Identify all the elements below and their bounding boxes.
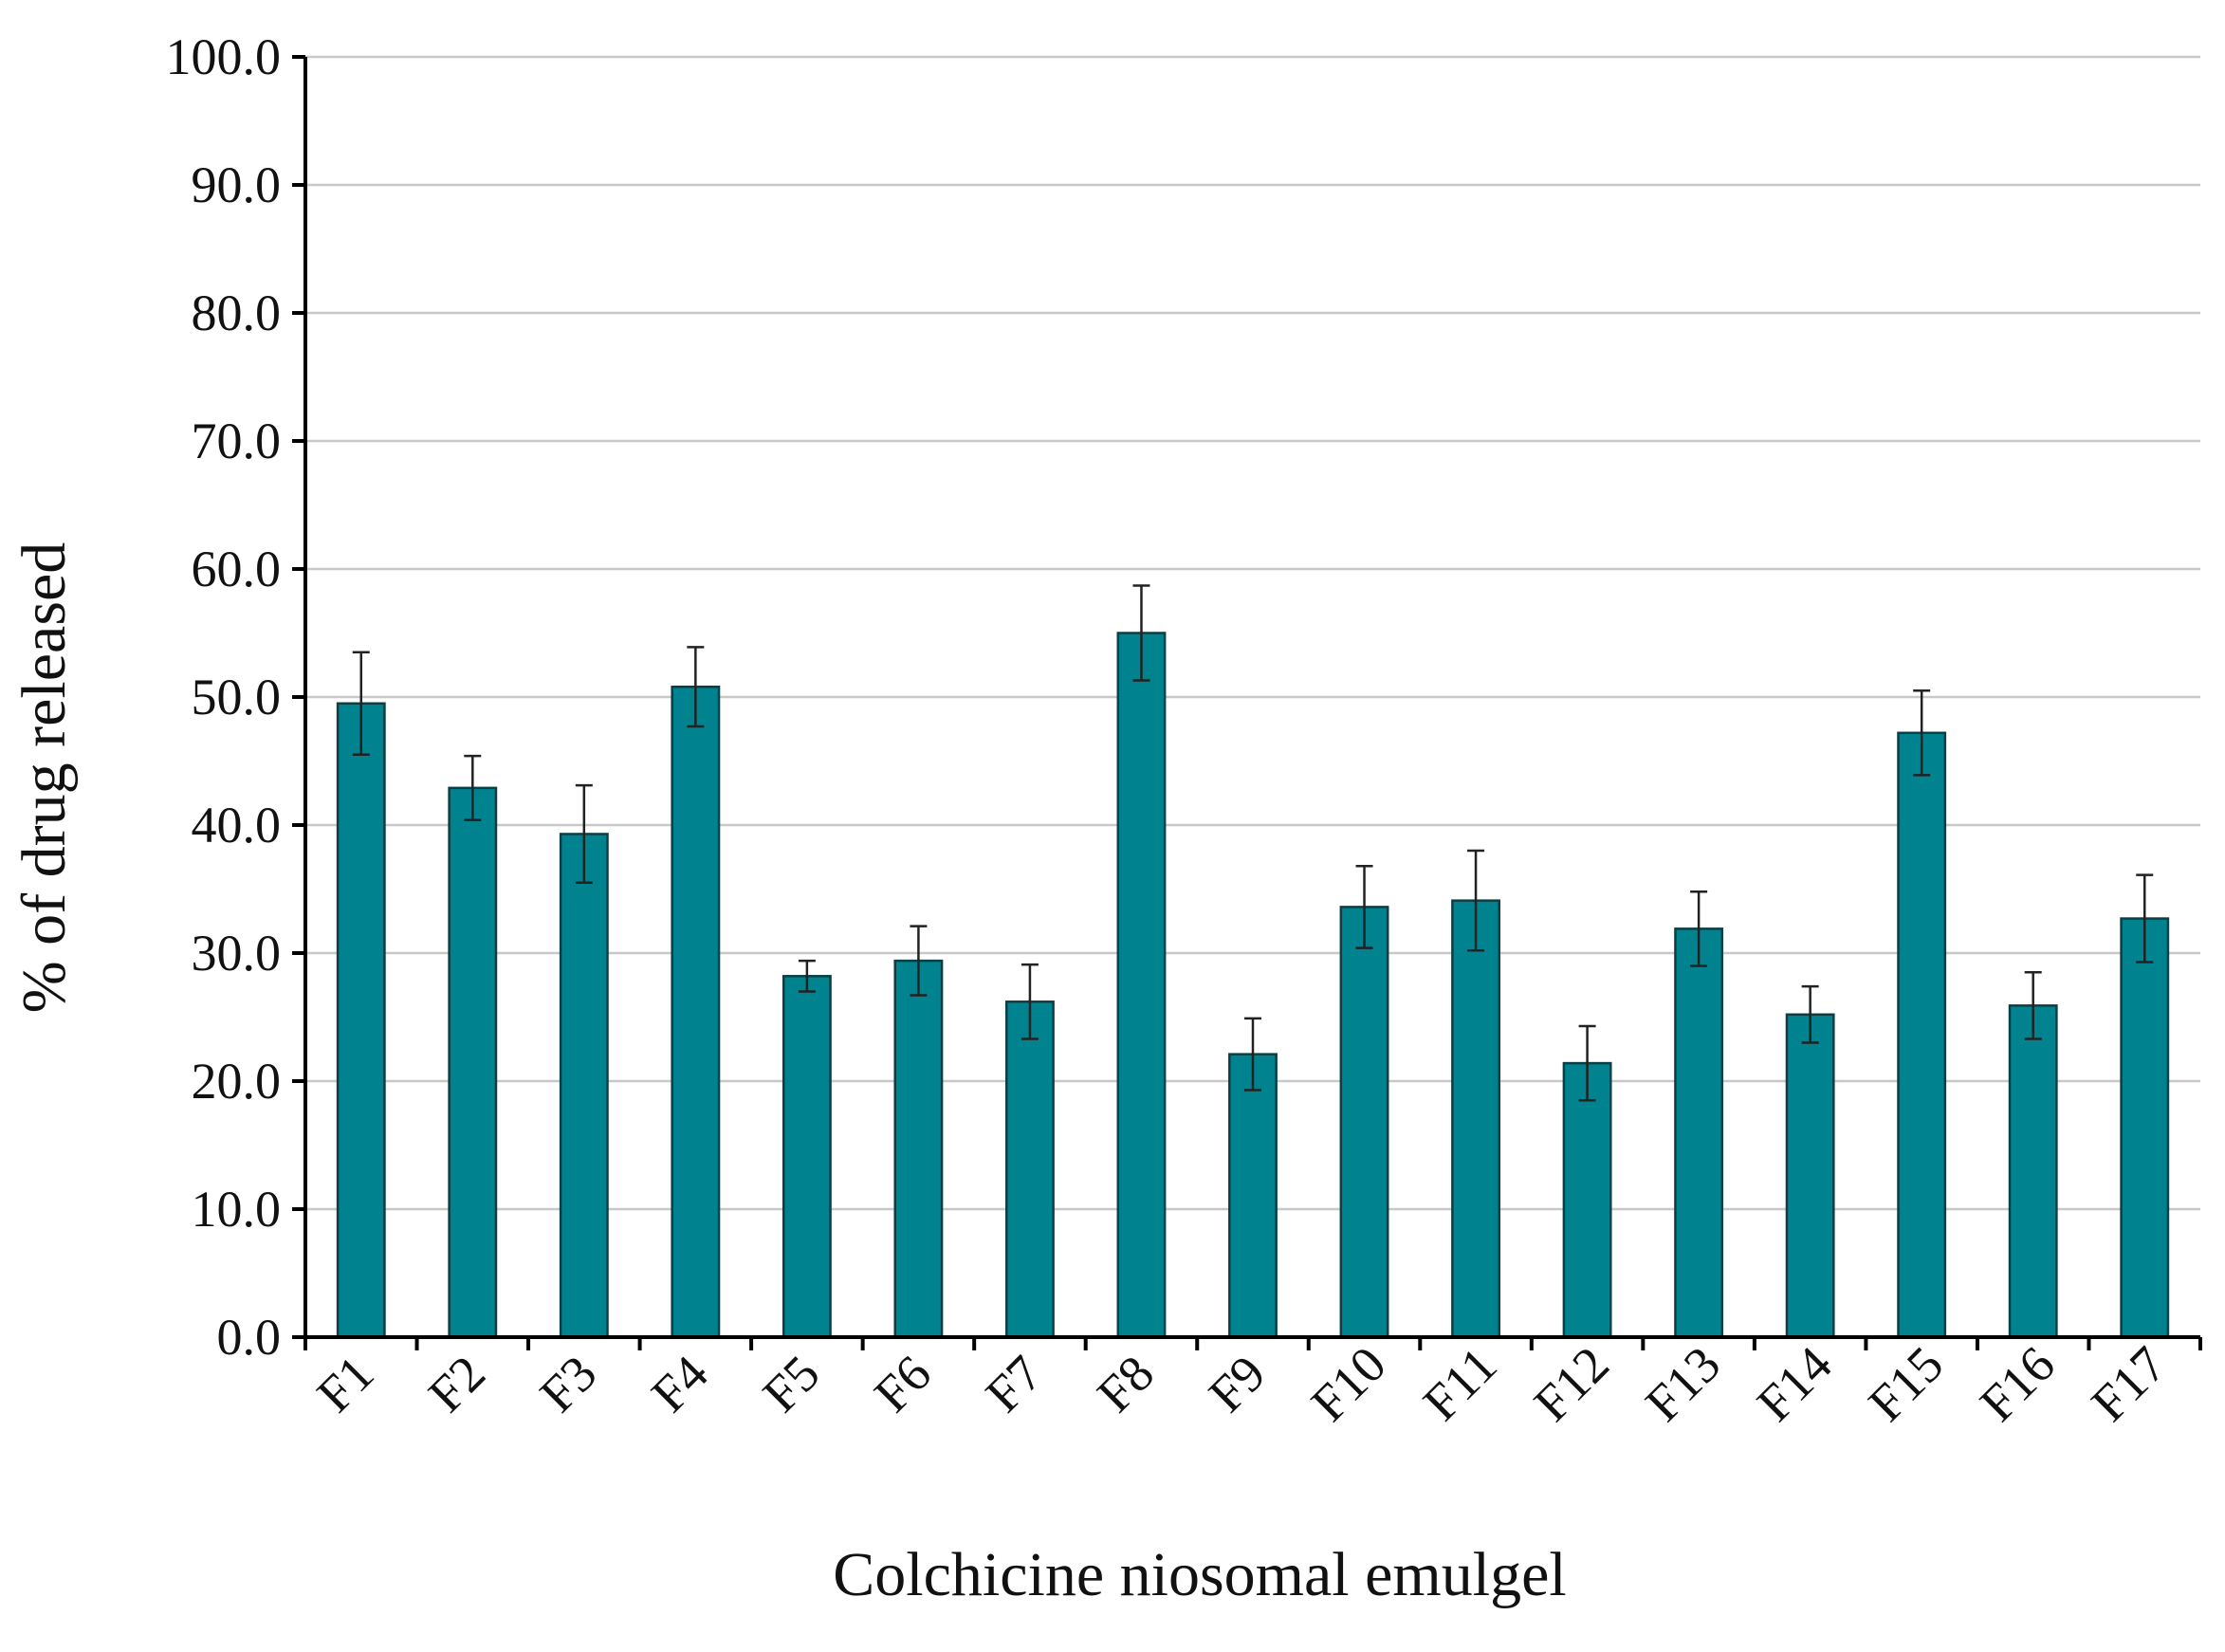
- bar-F5: [782, 975, 832, 1339]
- x-tick-label: F8: [1086, 1345, 1165, 1423]
- x-tick-label: F16: [1969, 1335, 2066, 1432]
- bar-F17: [2120, 917, 2170, 1339]
- x-tick-label: F9: [1198, 1345, 1277, 1423]
- y-tick-label: 0.0: [217, 1309, 282, 1366]
- x-tick-label: F10: [1300, 1335, 1397, 1432]
- bar-F15: [1897, 731, 1947, 1339]
- bar-F11: [1451, 899, 1500, 1339]
- error-bars: [352, 584, 2154, 1102]
- x-tick-label: F2: [417, 1345, 496, 1423]
- axes: [292, 55, 2202, 1350]
- y-tick-label: 30.0: [192, 925, 282, 982]
- bars: [336, 632, 2170, 1339]
- y-tick-labels: 0.0 10.0 20.0 30.0 40.0 50.0 60.0 70.0 80.0 90.0 1…: [166, 28, 282, 1366]
- bar-F2: [448, 786, 498, 1339]
- bar-F4: [671, 685, 721, 1339]
- y-axis-title: % of drug released: [9, 542, 79, 1014]
- x-tick-label: F12: [1523, 1335, 1620, 1432]
- x-tick-label: F11: [1412, 1336, 1507, 1431]
- bar-F10: [1339, 906, 1389, 1339]
- bar-F1: [336, 702, 386, 1339]
- y-tick-label: 70.0: [192, 413, 282, 469]
- x-tick-label: F17: [2081, 1335, 2178, 1432]
- y-tick-label: 10.0: [192, 1181, 282, 1238]
- x-tick-label: F1: [306, 1345, 385, 1423]
- x-tick-label: F6: [863, 1345, 942, 1423]
- y-tick-label: 100.0: [166, 28, 282, 85]
- bar-F12: [1562, 1061, 1612, 1339]
- y-tick-label: 20.0: [192, 1053, 282, 1110]
- x-tick-label: F13: [1634, 1335, 1731, 1432]
- x-tick-label: F3: [529, 1345, 608, 1423]
- grid-lines: [305, 55, 2200, 1211]
- x-tick-label: F7: [975, 1345, 1054, 1423]
- bar-F16: [2008, 1004, 2058, 1339]
- y-tick-label: 90.0: [192, 156, 282, 213]
- x-tick-label: F15: [1858, 1335, 1955, 1432]
- bar-F9: [1228, 1053, 1278, 1339]
- bar-F7: [1005, 1000, 1055, 1339]
- x-tick-labels: F1 F2 F3 F4 F5 F6 F7 F8 F9 F10 F11 F12 F13 F14 F15 F16 F…: [306, 1335, 2178, 1432]
- x-tick-label: F4: [640, 1345, 719, 1423]
- y-tick-label: 80.0: [192, 285, 282, 341]
- bar-F3: [559, 833, 609, 1339]
- x-axis-title: Colchicine niosomal emulgel: [833, 1540, 1567, 1609]
- bar-F14: [1785, 1013, 1835, 1339]
- y-tick-label: 50.0: [192, 669, 282, 725]
- x-tick-label: F14: [1746, 1335, 1843, 1432]
- x-tick-label: F5: [752, 1345, 831, 1423]
- y-tick-label: 60.0: [192, 541, 282, 597]
- bar-F13: [1674, 927, 1724, 1339]
- y-tick-label: 40.0: [192, 797, 282, 854]
- bar-F6: [893, 959, 944, 1339]
- bar-F8: [1116, 632, 1167, 1339]
